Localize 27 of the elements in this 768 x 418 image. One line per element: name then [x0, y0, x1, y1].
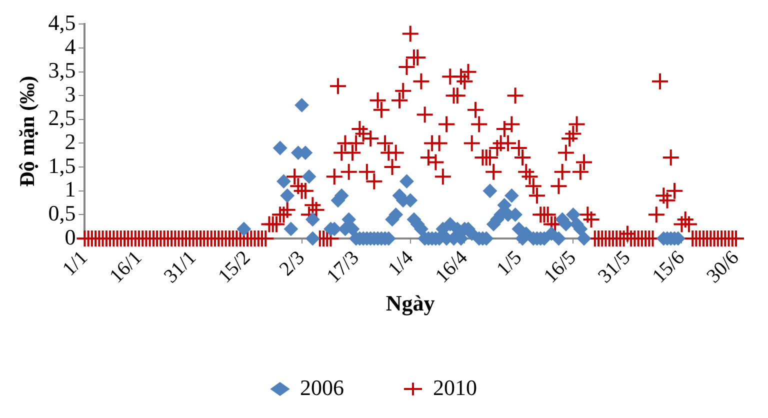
- x-tick-label: 17/3: [322, 246, 364, 288]
- x-tick-label: 16/1: [106, 246, 146, 288]
- x-tick-label: 16/5: [540, 246, 580, 288]
- x-tick-label: 1/4: [384, 246, 418, 280]
- y-tick-label: 4,5: [48, 10, 76, 35]
- y-tick-label: 0: [64, 224, 76, 250]
- x-tick-label: 2/3: [275, 246, 310, 280]
- x-tick-label: 31/5: [594, 246, 635, 288]
- y-tick-label: 1: [64, 176, 76, 202]
- y-tick-label: 2,5: [48, 105, 76, 130]
- x-tick-label: 15/2: [214, 246, 255, 288]
- y-tick-label: 3: [64, 81, 76, 106]
- x-axis-title: Ngày: [386, 290, 435, 316]
- legend-label: 2010: [433, 374, 477, 400]
- x-tick-label: 1/1: [58, 246, 92, 280]
- x-tick-label: 1/5: [492, 246, 526, 280]
- x-tick-label: 31/1: [160, 246, 200, 288]
- x-tick-label: 16/4: [431, 246, 472, 288]
- y-tick-label: 4: [64, 34, 76, 59]
- y-tick-label: 2: [64, 129, 76, 154]
- x-tick-label: 30/6: [702, 246, 744, 288]
- y-axis-title: Độ mặn (‰): [15, 76, 40, 187]
- legend-label: 2006: [300, 374, 344, 400]
- x-tick-label: 15/6: [648, 246, 689, 288]
- y-tick-label: 0,5: [48, 200, 76, 226]
- y-tick-label: 1,5: [48, 152, 76, 178]
- y-tick-label: 3,5: [48, 58, 76, 83]
